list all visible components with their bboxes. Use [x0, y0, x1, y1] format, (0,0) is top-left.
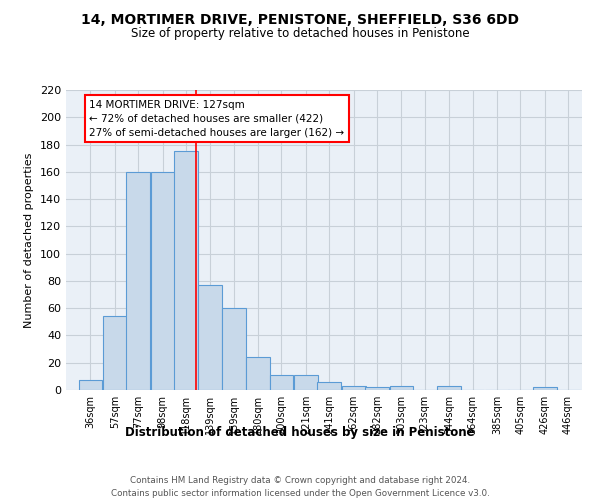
Bar	[365, 388, 389, 390]
Bar	[103, 316, 127, 390]
Bar	[79, 380, 103, 390]
Text: 14, MORTIMER DRIVE, PENISTONE, SHEFFIELD, S36 6DD: 14, MORTIMER DRIVE, PENISTONE, SHEFFIELD…	[81, 12, 519, 26]
Text: Contains HM Land Registry data © Crown copyright and database right 2024.
Contai: Contains HM Land Registry data © Crown c…	[110, 476, 490, 498]
Bar	[317, 382, 341, 390]
Text: Distribution of detached houses by size in Penistone: Distribution of detached houses by size …	[125, 426, 475, 439]
Bar	[342, 386, 365, 390]
Bar	[126, 172, 150, 390]
Bar	[246, 358, 270, 390]
Bar	[269, 375, 293, 390]
Bar	[437, 386, 461, 390]
Y-axis label: Number of detached properties: Number of detached properties	[25, 152, 34, 328]
Text: 14 MORTIMER DRIVE: 127sqm
← 72% of detached houses are smaller (422)
27% of semi: 14 MORTIMER DRIVE: 127sqm ← 72% of detac…	[89, 100, 344, 138]
Bar	[294, 375, 318, 390]
Bar	[222, 308, 245, 390]
Bar	[199, 285, 223, 390]
Text: Size of property relative to detached houses in Penistone: Size of property relative to detached ho…	[131, 28, 469, 40]
Bar	[389, 386, 413, 390]
Bar	[174, 152, 198, 390]
Bar	[533, 388, 557, 390]
Bar	[151, 172, 175, 390]
